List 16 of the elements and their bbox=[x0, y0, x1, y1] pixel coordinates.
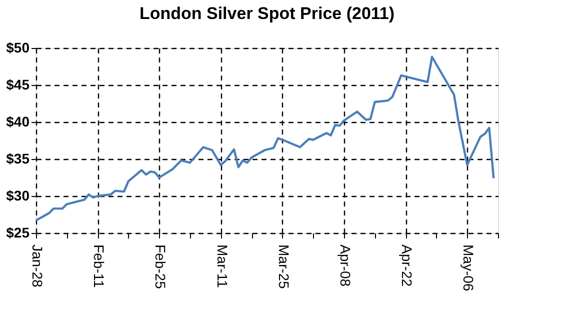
x-tick-label: Jan-28 bbox=[30, 244, 46, 288]
y-tick-label: $50 bbox=[6, 40, 30, 56]
x-tick-label: Feb-11 bbox=[91, 244, 108, 288]
x-tick-label: Feb-25 bbox=[152, 244, 169, 290]
x-tick-label: Apr-22 bbox=[399, 244, 416, 287]
x-tick-label: Apr-08 bbox=[338, 244, 354, 287]
y-tick-label: $25 bbox=[6, 224, 30, 240]
y-tick-label: $35 bbox=[6, 150, 30, 166]
line-series bbox=[34, 56, 495, 222]
x-tick-label: May-06 bbox=[460, 244, 477, 292]
chart-title: London Silver Spot Price (2011) bbox=[139, 4, 395, 23]
y-tick-label: $45 bbox=[6, 76, 30, 92]
y-tick-label: $40 bbox=[6, 114, 30, 130]
x-tick-label: Mar-11 bbox=[214, 244, 230, 288]
y-tick-label: $30 bbox=[6, 188, 30, 204]
x-tick-label: Mar-25 bbox=[276, 244, 292, 290]
